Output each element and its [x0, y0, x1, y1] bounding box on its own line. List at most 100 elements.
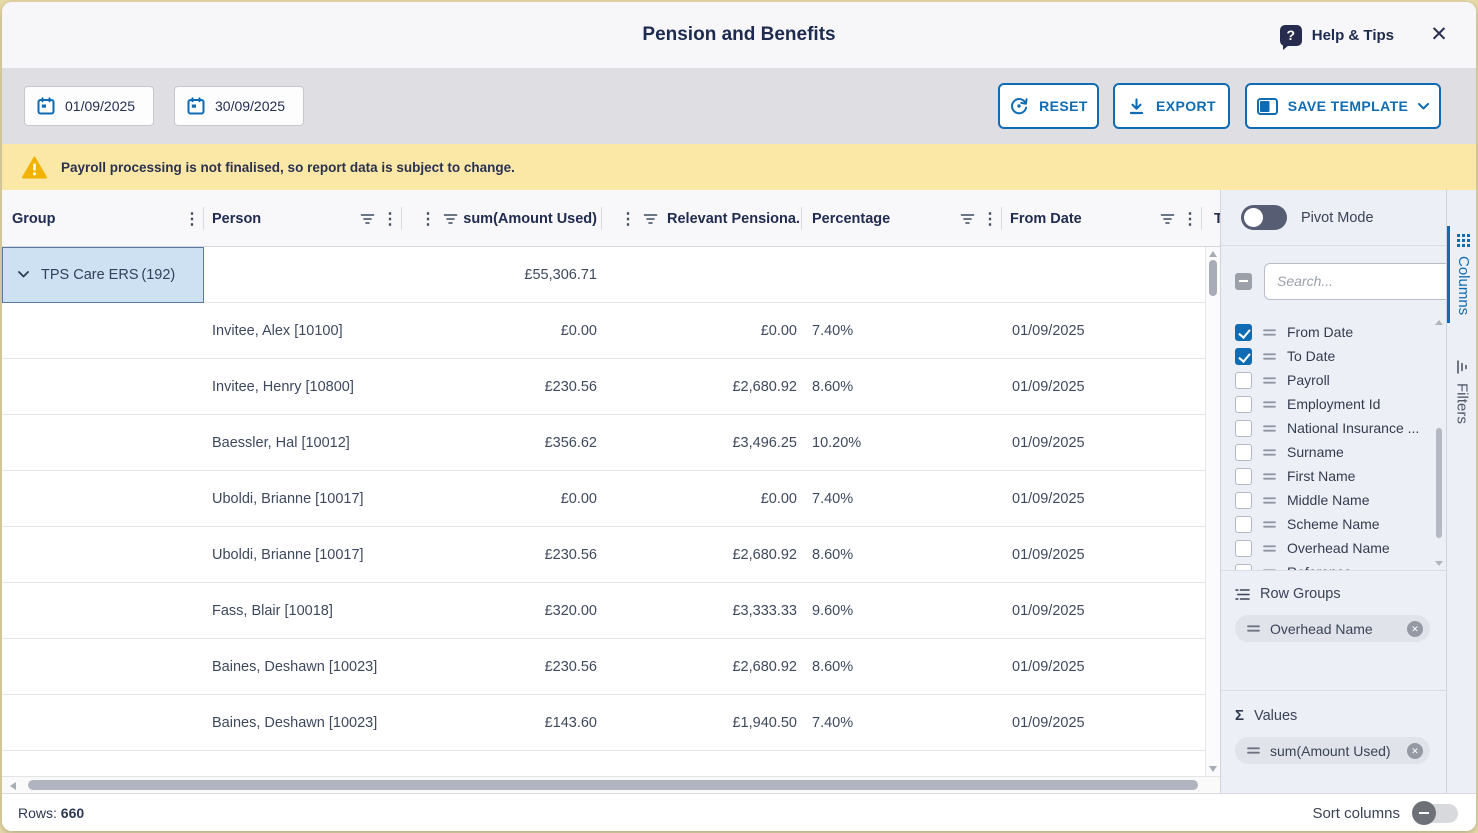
from-date-cell[interactable]: 01/09/2025 — [1002, 303, 1202, 359]
column-header-group[interactable]: Group ⋮ — [2, 190, 204, 247]
column-list-item[interactable]: Middle Name — [1235, 488, 1446, 512]
vertical-scrollbar[interactable] — [1205, 247, 1220, 776]
pivot-mode-toggle[interactable] — [1241, 205, 1287, 230]
tab-columns[interactable]: Columns — [1447, 226, 1476, 323]
drag-handle-icon[interactable] — [1263, 472, 1276, 481]
table-row[interactable]: Baines, Deshawn [10023] £230.56 £2,680.9… — [2, 639, 1220, 695]
percentage-cell[interactable]: 7.40% — [802, 303, 1002, 359]
scroll-left-arrow[interactable] — [10, 782, 16, 790]
sort-columns-toggle[interactable] — [1414, 804, 1458, 823]
column-list-item[interactable]: Overhead Name — [1235, 536, 1446, 560]
from-date-cell[interactable]: 01/09/2025 — [1002, 527, 1202, 583]
percentage-cell[interactable]: 9.60% — [802, 583, 1002, 639]
relevant-pensionable-cell[interactable]: £2,680.92 — [602, 639, 802, 695]
date-from-picker[interactable]: 01/09/2025 — [24, 86, 154, 126]
relevant-pensionable-cell[interactable]: £3,333.33 — [602, 583, 802, 639]
table-row[interactable]: Uboldi, Brianne [10017] £0.00 £0.00 7.40… — [2, 471, 1220, 527]
scroll-up-arrow[interactable] — [1209, 251, 1217, 257]
person-cell[interactable]: Invitee, Henry [10800] — [204, 359, 402, 415]
tab-filters[interactable]: Filters — [1447, 352, 1476, 432]
close-icon[interactable]: ✕ — [1426, 22, 1452, 48]
column-menu-icon[interactable]: ⋮ — [180, 209, 204, 229]
drag-handle-icon[interactable] — [1247, 746, 1260, 755]
scroll-down-arrow[interactable] — [1209, 766, 1217, 772]
column-header-from-date[interactable]: From Date ⋮ — [1002, 190, 1202, 247]
amount-used-cell[interactable]: £230.56 — [402, 527, 602, 583]
reset-button[interactable]: RESET — [998, 83, 1099, 129]
column-header-percentage[interactable]: Percentage ⋮ — [802, 190, 1002, 247]
horizontal-scrollbar[interactable] — [2, 776, 1220, 793]
person-cell[interactable]: Baessler, Hal [10012] — [204, 415, 402, 471]
column-checkbox[interactable] — [1235, 348, 1252, 365]
column-list-item[interactable]: Payroll — [1235, 368, 1446, 392]
relevant-pensionable-cell[interactable]: £2,680.92 — [602, 527, 802, 583]
column-header-relevant-pensionable[interactable]: ⋮ Relevant Pensiona... — [602, 190, 802, 247]
column-header-sum-amount-used[interactable]: ⋮ sum(Amount Used) — [402, 190, 602, 247]
filter-icon[interactable] — [440, 213, 461, 225]
drag-handle-icon[interactable] — [1263, 352, 1276, 361]
amount-used-cell[interactable]: £320.00 — [402, 583, 602, 639]
column-list-item[interactable]: Scheme Name — [1235, 512, 1446, 536]
column-list-item[interactable]: Employment Id — [1235, 392, 1446, 416]
row-group-chip[interactable]: Overhead Name ✕ — [1235, 615, 1430, 642]
list-scroll-up-arrow[interactable] — [1435, 320, 1443, 325]
drag-handle-icon[interactable] — [1263, 544, 1276, 553]
table-row[interactable]: Invitee, Henry [10800] £230.56 £2,680.92… — [2, 359, 1220, 415]
filter-icon[interactable] — [640, 213, 661, 225]
filter-icon[interactable] — [1157, 213, 1178, 225]
person-cell[interactable]: Baines, Deshawn [10023] — [204, 695, 402, 751]
export-button[interactable]: EXPORT — [1113, 83, 1230, 129]
column-list-scrollbar[interactable] — [1434, 320, 1444, 566]
column-checkbox[interactable] — [1235, 468, 1252, 485]
from-date-cell[interactable]: 01/09/2025 — [1002, 583, 1202, 639]
column-checkbox[interactable] — [1235, 540, 1252, 557]
from-date-cell[interactable]: 01/09/2025 — [1002, 471, 1202, 527]
list-scrollbar-thumb[interactable] — [1436, 428, 1442, 538]
percentage-cell[interactable]: 10.20% — [802, 415, 1002, 471]
list-scroll-down-arrow[interactable] — [1435, 561, 1443, 566]
amount-used-cell[interactable]: £356.62 — [402, 415, 602, 471]
table-row[interactable]: Uboldi, Brianne [10017] £230.56 £2,680.9… — [2, 527, 1220, 583]
group-cell-tps-care-ers[interactable]: TPS Care ERS (192) — [2, 247, 204, 303]
relevant-pensionable-cell[interactable]: £3,496.25 — [602, 415, 802, 471]
drag-handle-icon[interactable] — [1263, 520, 1276, 529]
relevant-pensionable-cell[interactable]: £0.00 — [602, 471, 802, 527]
person-cell[interactable]: Uboldi, Brianne [10017] — [204, 527, 402, 583]
column-list-item[interactable]: First Name — [1235, 464, 1446, 488]
table-row[interactable]: Baessler, Hal [10012] £356.62 £3,496.25 … — [2, 415, 1220, 471]
column-checkbox[interactable] — [1235, 324, 1252, 341]
from-date-cell[interactable]: 01/09/2025 — [1002, 639, 1202, 695]
column-checkbox[interactable] — [1235, 372, 1252, 389]
column-checkbox[interactable] — [1235, 444, 1252, 461]
drag-handle-icon[interactable] — [1263, 568, 1276, 572]
table-row[interactable]: Invitee, Alex [10100] £0.00 £0.00 7.40% … — [2, 303, 1220, 359]
column-checkbox[interactable] — [1235, 516, 1252, 533]
group-sum-amount[interactable]: £55,306.71 — [402, 247, 602, 303]
person-cell[interactable]: Fass, Blair [10018] — [204, 583, 402, 639]
column-list-item[interactable]: National Insurance ... — [1235, 416, 1446, 440]
column-checkbox[interactable] — [1235, 564, 1252, 572]
relevant-pensionable-cell[interactable]: £1,940.50 — [602, 695, 802, 751]
percentage-cell[interactable]: 8.60% — [802, 639, 1002, 695]
amount-used-cell[interactable]: £230.56 — [402, 359, 602, 415]
remove-chip-icon[interactable]: ✕ — [1407, 621, 1423, 637]
column-menu-icon[interactable]: ⋮ — [416, 209, 440, 229]
column-checkbox[interactable] — [1235, 396, 1252, 413]
from-date-cell[interactable]: 01/09/2025 — [1002, 415, 1202, 471]
column-menu-icon[interactable]: ⋮ — [616, 209, 640, 229]
table-row[interactable]: Baines, Deshawn [10023] £143.60 £1,940.5… — [2, 695, 1220, 751]
amount-used-cell[interactable]: £0.00 — [402, 303, 602, 359]
filter-icon[interactable] — [957, 213, 978, 225]
select-all-columns-checkbox[interactable] — [1235, 273, 1252, 290]
drag-handle-icon[interactable] — [1263, 328, 1276, 337]
from-date-cell[interactable]: 01/09/2025 — [1002, 695, 1202, 751]
person-cell[interactable]: Baines, Deshawn [10023] — [204, 639, 402, 695]
column-checkbox[interactable] — [1235, 492, 1252, 509]
column-search-input[interactable] — [1264, 263, 1472, 300]
column-list-item[interactable]: To Date — [1235, 344, 1446, 368]
column-list-item[interactable]: From Date — [1235, 320, 1446, 344]
column-header-to-date[interactable]: To Date — [1202, 190, 1220, 247]
from-date-cell[interactable]: 01/09/2025 — [1002, 359, 1202, 415]
amount-used-cell[interactable]: £0.00 — [402, 471, 602, 527]
value-chip[interactable]: sum(Amount Used) ✕ — [1235, 737, 1430, 764]
